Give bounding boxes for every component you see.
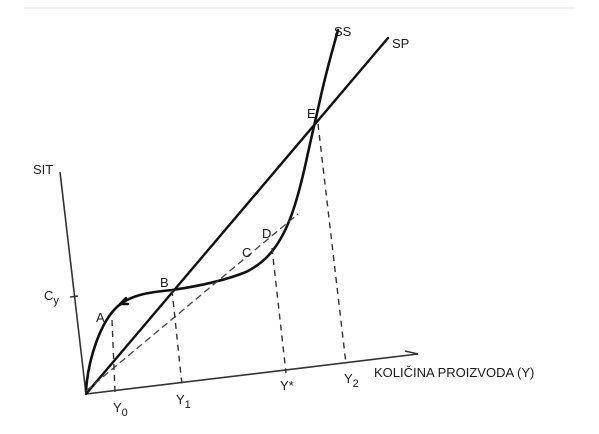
ss-label: SS <box>334 24 352 39</box>
y-axis <box>59 171 87 395</box>
dash-y0 <box>111 319 116 393</box>
point-c-label: C <box>242 245 251 260</box>
x-axis-label: KOLIČINA PROIZVODA (Y) <box>374 365 534 380</box>
ss-curve-arrow <box>118 296 130 306</box>
tick-y1: Y1 <box>176 392 191 411</box>
tick-y2: Y2 <box>344 371 359 390</box>
point-a-label: A <box>96 310 105 325</box>
dash-y2 <box>317 123 347 365</box>
y-axis-label: SIT <box>33 162 53 177</box>
point-e-label: E <box>307 106 316 121</box>
tick-ystar: Y* <box>280 378 294 393</box>
x-axis <box>85 353 419 395</box>
cy-label: Cy <box>44 288 59 307</box>
ss-curve <box>84 28 340 393</box>
tick-y0: Y0 <box>113 400 128 419</box>
x-axis-arrow-tip <box>404 350 419 355</box>
point-b-label: B <box>160 275 169 290</box>
point-d-label: D <box>262 226 271 241</box>
sp-label: SP <box>392 36 409 51</box>
tangent-line <box>85 213 299 392</box>
sp-line <box>84 36 390 396</box>
cy-tick <box>69 295 79 298</box>
dash-ystar <box>271 247 287 374</box>
dash-y1 <box>171 289 183 386</box>
